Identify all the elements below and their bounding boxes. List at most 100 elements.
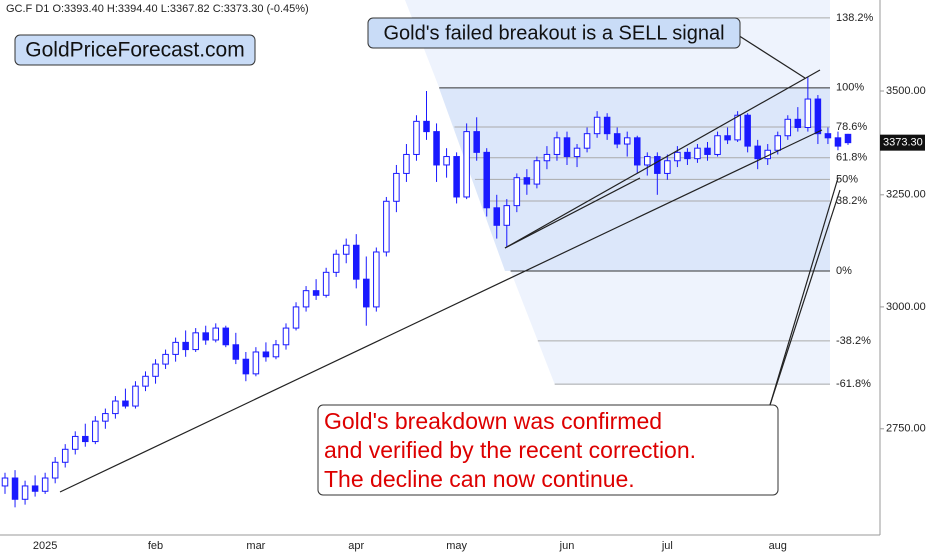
candle-body <box>252 351 260 375</box>
annotation: and verified by the recent correction. <box>324 437 696 463</box>
candle-body <box>332 253 340 273</box>
candle-body <box>302 290 310 308</box>
y-tick-label: 2750.00 <box>886 423 926 435</box>
candle-body <box>563 137 571 158</box>
candle-body <box>794 118 802 129</box>
candle-body <box>443 156 450 166</box>
candle-body <box>242 358 250 375</box>
candle-body <box>352 244 360 280</box>
y-tick-label: 3250.00 <box>886 189 926 201</box>
annotation-box <box>367 17 741 49</box>
x-tick-label: jun <box>559 540 575 552</box>
candle-body <box>654 156 661 174</box>
candle-body <box>603 116 611 135</box>
candle-body <box>92 420 99 443</box>
last-price-box <box>880 134 925 151</box>
candle-body <box>824 133 832 139</box>
fib-label: 61.8% <box>836 152 867 164</box>
candle-body <box>613 133 621 145</box>
candle-body <box>694 147 701 160</box>
candle-body <box>684 151 691 160</box>
candle-body <box>262 351 270 358</box>
fib-label: 100% <box>836 82 864 94</box>
candle-body <box>142 375 149 387</box>
candle-body <box>714 135 721 155</box>
candle-body <box>363 278 370 308</box>
x-tick-label: mar <box>246 540 265 552</box>
watermark-box <box>14 34 256 66</box>
candle-body <box>61 448 69 463</box>
annotation: The decline can now continue. <box>324 466 635 492</box>
candles <box>1 77 852 508</box>
candle-body <box>312 290 320 296</box>
annotation: Gold's failed breakout is a SELL signal <box>383 22 724 44</box>
candle-body <box>734 114 741 141</box>
candle-body <box>493 207 501 226</box>
candle-body <box>122 400 129 407</box>
candle-body <box>533 160 541 185</box>
candle-body <box>664 160 671 174</box>
candle-body <box>623 137 631 145</box>
candle-body <box>21 485 29 500</box>
candle-body <box>393 172 400 202</box>
fib-label: 138.2% <box>836 12 874 24</box>
candle-body <box>784 118 792 137</box>
candle-body <box>222 327 230 346</box>
candle-body <box>192 332 199 351</box>
candle-body <box>71 435 79 450</box>
candle-body <box>383 200 390 253</box>
candle-body <box>41 477 49 492</box>
candle-body <box>322 271 330 296</box>
candle-body <box>523 177 531 185</box>
fib-label: 0% <box>836 265 852 277</box>
candle-body <box>503 205 511 226</box>
candle-body <box>11 477 19 500</box>
fib-label: -38.2% <box>836 335 871 347</box>
candle-body <box>112 400 119 415</box>
fib-label: 50% <box>836 173 858 185</box>
x-tick-label: may <box>446 540 467 552</box>
candle-body <box>583 133 591 149</box>
fib-label: 38.2% <box>836 195 867 207</box>
fib-label: -61.8% <box>836 378 871 390</box>
watermark: GoldPriceForecast.com <box>25 39 244 62</box>
candle-body <box>182 341 189 351</box>
candle-body <box>543 153 551 162</box>
candle-body <box>82 435 89 443</box>
x-tick-label: 2025 <box>33 540 57 552</box>
candle-body <box>553 137 561 155</box>
x-tick-label: aug <box>769 540 787 552</box>
candle-body <box>31 485 39 492</box>
header: GC.F D1 O:3393.40 H:3394.40 L:3367.82 C:… <box>6 3 309 15</box>
candle-body <box>423 120 430 133</box>
candle-body <box>804 98 812 129</box>
candle-body <box>593 116 601 135</box>
candle-body <box>644 156 651 166</box>
candle-body <box>814 98 822 135</box>
candle-body <box>162 353 169 365</box>
candle-body <box>433 131 440 166</box>
candle-body <box>132 385 139 407</box>
fib-label: 78.6% <box>836 121 867 133</box>
x-tick-label: apr <box>348 540 364 552</box>
candle-body <box>633 137 641 166</box>
candle-body <box>754 145 761 160</box>
candle-body <box>282 327 290 346</box>
candle-body <box>272 344 280 358</box>
candle-body <box>102 413 109 422</box>
candle-body <box>51 461 59 479</box>
candle-body <box>292 306 300 329</box>
candle-body <box>232 344 240 360</box>
candle-body <box>1 477 9 487</box>
annotation-box <box>317 404 779 496</box>
y-tick-label: 3000.00 <box>886 301 926 313</box>
candle-body <box>202 332 209 341</box>
candle-body <box>403 153 410 174</box>
candle-body <box>413 120 420 155</box>
candle-body <box>844 133 852 144</box>
candle-body <box>212 327 220 341</box>
candle-body <box>774 135 782 151</box>
candle-body <box>674 151 681 162</box>
candle-body <box>172 341 179 355</box>
